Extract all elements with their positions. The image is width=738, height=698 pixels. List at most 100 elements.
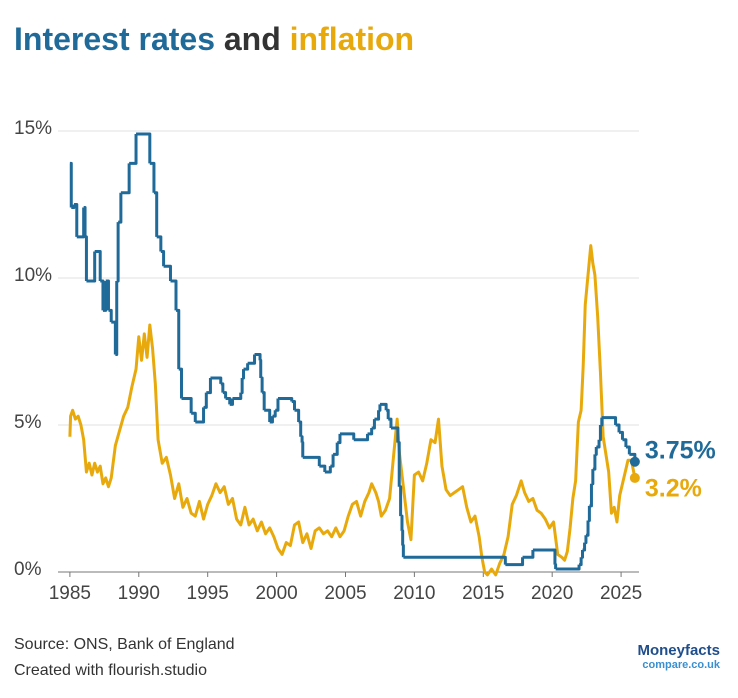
rate-step — [301, 441, 305, 458]
rate-step — [401, 529, 405, 546]
x-tick-label: 2025 — [600, 583, 642, 604]
rate-step — [86, 251, 97, 283]
rate-step — [319, 464, 327, 473]
rate-step — [585, 520, 590, 537]
rate-step — [625, 445, 631, 455]
rate-step — [83, 205, 87, 237]
rate-step — [386, 408, 390, 420]
rate-step — [105, 279, 110, 311]
rate-step — [129, 133, 138, 165]
rate-step — [298, 420, 303, 437]
rate-step — [111, 320, 117, 355]
title-joiner: and — [224, 21, 281, 57]
rate-step — [601, 416, 618, 425]
x-tick-label: 2015 — [462, 583, 504, 604]
rate-step — [277, 397, 294, 402]
rate-step — [272, 410, 277, 418]
rate-step — [264, 408, 272, 423]
rate-step — [100, 279, 105, 311]
x-tick-label: 2010 — [393, 583, 435, 604]
end-label: 3.2% — [645, 475, 702, 503]
rate-step — [522, 549, 535, 559]
end-dot — [629, 472, 640, 483]
rate-step — [229, 398, 234, 406]
logo-main: Moneyfacts — [637, 642, 720, 659]
rate-step — [262, 391, 266, 411]
rate-step — [69, 161, 73, 208]
rate-step — [397, 441, 401, 487]
rate-step — [175, 308, 181, 370]
rate-step — [554, 563, 558, 570]
rate-step — [178, 367, 184, 399]
rate-step — [337, 433, 342, 445]
rate-step — [74, 203, 79, 237]
rate-step — [388, 417, 393, 428]
end-label: 3.75% — [645, 436, 716, 464]
title-inflation: inflation — [290, 21, 414, 57]
rate-step — [160, 250, 166, 267]
rate-step — [232, 392, 243, 401]
rate-step — [260, 376, 264, 393]
rate-step — [403, 555, 507, 565]
rate-step — [353, 433, 370, 442]
rate-step — [259, 358, 263, 378]
y-tick-label: 15% — [14, 118, 52, 139]
x-tick-label: 1990 — [118, 583, 160, 604]
rate-step — [505, 557, 525, 567]
rate-step — [206, 377, 212, 395]
rate-step — [247, 354, 257, 365]
rate-step — [242, 369, 246, 380]
rate-step — [118, 192, 123, 224]
rate-step — [163, 264, 172, 281]
rate-step — [291, 399, 297, 411]
rate-step — [243, 363, 250, 371]
rate-step — [225, 397, 232, 405]
rate-step — [294, 408, 301, 423]
rate-step — [269, 416, 274, 424]
rate-step — [582, 542, 587, 552]
rate-step — [579, 557, 583, 567]
rate-step — [399, 485, 403, 517]
rate-step — [592, 454, 597, 471]
rate-step — [622, 438, 628, 448]
end-dot — [629, 456, 640, 467]
rate-step — [555, 564, 581, 571]
rate-step — [195, 407, 206, 424]
rate-step — [400, 514, 404, 531]
rate-step — [222, 391, 228, 399]
rate-step — [84, 235, 88, 281]
rate-step — [379, 402, 388, 411]
rate-step — [149, 161, 156, 193]
rate-step — [102, 280, 108, 312]
rate-step — [378, 404, 382, 412]
rate-step — [324, 466, 332, 474]
rate-step — [203, 392, 208, 409]
rate-step — [594, 447, 598, 456]
rate-step — [220, 382, 225, 393]
rate-step — [581, 549, 585, 559]
rate-step — [120, 163, 131, 195]
rate-step — [191, 411, 197, 423]
rate-step — [108, 308, 113, 323]
rate-step — [591, 469, 595, 486]
rate-step — [596, 439, 601, 449]
rate-step — [333, 442, 339, 456]
rate-step — [302, 455, 321, 467]
rate-step — [275, 398, 280, 412]
rate-step — [598, 425, 602, 442]
logo-sub: compare.co.uk — [642, 659, 721, 671]
inflation-line — [68, 244, 637, 577]
rate-step — [589, 483, 593, 508]
rate-step — [600, 417, 604, 427]
rate-step — [210, 376, 223, 384]
x-tick-label: 2005 — [324, 583, 366, 604]
rate-step — [367, 427, 374, 436]
rate-step — [170, 279, 178, 311]
rate-step — [156, 235, 163, 252]
rate-step — [615, 423, 621, 433]
rate-step — [374, 410, 381, 421]
rate-step — [371, 419, 376, 430]
x-tick-label: 1985 — [49, 583, 91, 604]
rate-step — [619, 430, 624, 440]
